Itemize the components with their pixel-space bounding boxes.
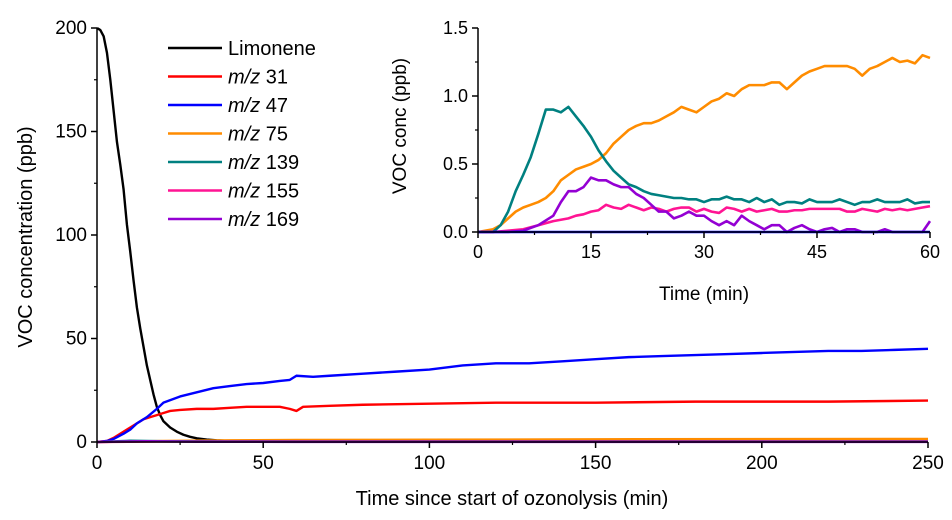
legend-label-3: m/z 75 (228, 124, 288, 146)
legend-label-6: m/z 169 (228, 209, 299, 231)
inset-series-line-0 (477, 53, 931, 234)
inset-y-tick-label-3: 1.5 (443, 18, 468, 38)
inset-x-tick-label-2: 30 (694, 242, 714, 262)
legend-label-prefix-6: m/z (228, 209, 260, 231)
main-y-tick-label-3: 150 (55, 122, 87, 143)
inset-series-line-2 (478, 203, 931, 234)
legend-label-2: m/z 47 (228, 95, 288, 117)
main-x-tick-label-5: 250 (912, 453, 944, 474)
main-y-tick-label-4: 200 (55, 18, 87, 39)
legend-label-text-5: 155 (260, 181, 299, 203)
inset-x-tick-label-0: 0 (473, 242, 483, 262)
legend-label-prefix-4: m/z (228, 152, 260, 174)
chart-texts: Time since start of ozonolysis (min) VOC… (15, 58, 749, 510)
legend-label-prefix-2: m/z (228, 95, 260, 117)
legend-label-text-1: 31 (260, 67, 288, 89)
main-x-tick-label-3: 150 (580, 453, 612, 474)
legend-label-text-3: 75 (260, 124, 288, 146)
legend-label-text-2: 47 (260, 95, 288, 117)
legend-label-prefix-5: m/z (228, 181, 260, 203)
main-x-tick-label-0: 0 (92, 453, 103, 474)
legend-label-1: m/z 31 (228, 67, 288, 89)
main-y-axis-title: VOC concentration (ppb) (15, 126, 37, 347)
inset-y-tick-label-1: 0.5 (443, 154, 468, 174)
inset-plot: 0 15 30 45 60 0.0 0.5 1.0 1.5 (443, 18, 940, 262)
inset-x-tick-label-3: 45 (807, 242, 827, 262)
inset-y-tick-label-0: 0.0 (443, 222, 468, 242)
main-x-axis-title: Time since start of ozonolysis (min) (356, 488, 669, 510)
inset-y-axis-title: VOC conc (ppb) (390, 58, 411, 194)
main-x-tick-label-1: 50 (253, 453, 274, 474)
legend-label-0: Limonene (228, 38, 316, 60)
inset-y-tick-label-2: 1.0 (443, 86, 468, 106)
main-series-line-1 (96, 399, 929, 444)
inset-x-axis-title: Time (min) (659, 284, 749, 305)
legend-label-prefix-3: m/z (228, 124, 260, 146)
legend-label-5: m/z 155 (228, 181, 299, 203)
legend-label-text-0: Limonene (228, 38, 316, 60)
main-x-tick-label-4: 200 (746, 453, 778, 474)
inset-x-tick-label-1: 15 (581, 242, 601, 262)
main-series-line-2 (96, 347, 929, 444)
main-y-tick-label-1: 50 (66, 329, 87, 350)
inset-series-line-1 (478, 105, 930, 234)
legend-label-4: m/z 139 (228, 152, 299, 174)
main-y-tick-label-2: 100 (55, 225, 87, 246)
legend-label-prefix-1: m/z (228, 67, 260, 89)
main-series-line-0 (96, 26, 928, 443)
legend-label-text-6: 169 (260, 209, 299, 231)
legend-label-text-4: 139 (260, 152, 299, 174)
main-x-tick-label-2: 100 (414, 453, 446, 474)
inset-x-tick-label-4: 60 (920, 242, 940, 262)
main-y-tick-label-0: 0 (76, 432, 87, 453)
